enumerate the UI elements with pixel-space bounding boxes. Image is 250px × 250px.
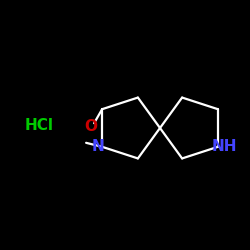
Text: HCl: HCl (24, 118, 53, 132)
Text: NH: NH (211, 139, 237, 154)
Text: N: N (92, 139, 104, 154)
Text: O: O (84, 119, 98, 134)
